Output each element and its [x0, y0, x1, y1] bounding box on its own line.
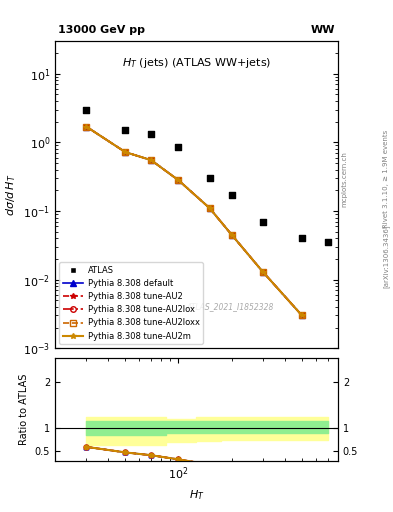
Point: [228, 191, 235, 199]
Point: [175, 143, 182, 151]
Point: [83, 105, 89, 114]
Y-axis label: $d\sigma/d\,H_T$: $d\sigma/d\,H_T$: [4, 174, 18, 216]
Point: [260, 218, 266, 226]
Text: $H_T$ (jets) (ATLAS WW+jets): $H_T$ (jets) (ATLAS WW+jets): [122, 56, 271, 70]
Legend: ATLAS, Pythia 8.308 default, Pythia 8.308 tune-AU2, Pythia 8.308 tune-AU2lox, Py: ATLAS, Pythia 8.308 default, Pythia 8.30…: [59, 263, 203, 344]
Y-axis label: Ratio to ATLAS: Ratio to ATLAS: [19, 374, 29, 445]
Point: [148, 131, 154, 139]
Point: [122, 126, 129, 134]
Text: [arXiv:1306.3436]: [arXiv:1306.3436]: [382, 224, 389, 288]
Point: [206, 174, 213, 182]
X-axis label: $H_T$: $H_T$: [189, 488, 204, 502]
Point: [299, 234, 305, 242]
Point: [325, 238, 331, 246]
Text: ATLAS_2021_I1852328: ATLAS_2021_I1852328: [187, 302, 274, 311]
Text: 13000 GeV pp: 13000 GeV pp: [58, 25, 145, 35]
Text: WW: WW: [310, 25, 335, 35]
Text: Rivet 3.1.10, ≥ 1.9M events: Rivet 3.1.10, ≥ 1.9M events: [383, 130, 389, 228]
Text: mcplots.cern.ch: mcplots.cern.ch: [342, 151, 348, 207]
